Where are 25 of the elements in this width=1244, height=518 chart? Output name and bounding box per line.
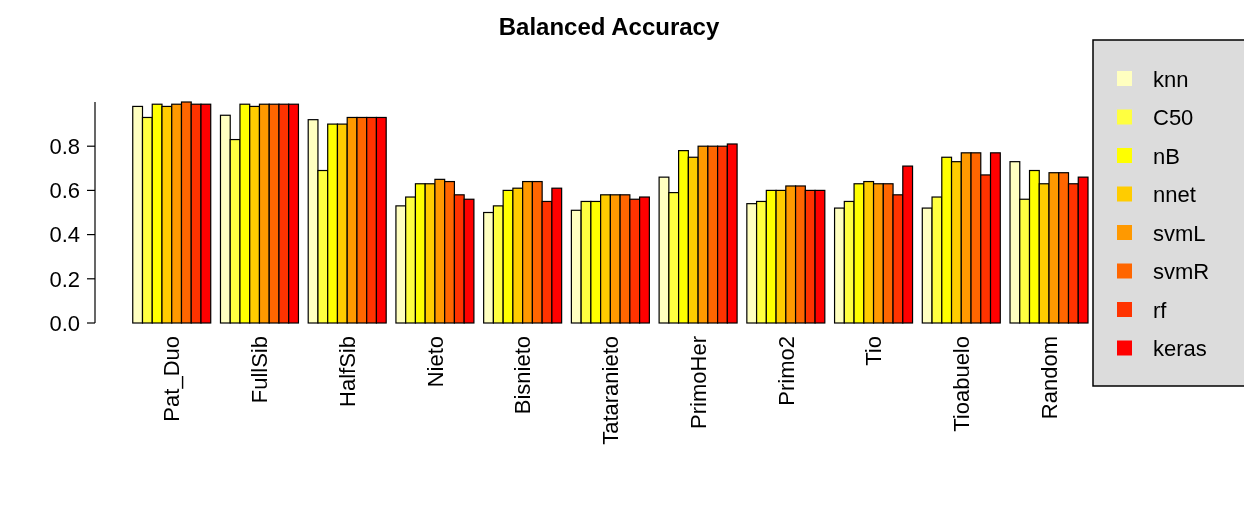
legend-label: rf <box>1153 297 1168 323</box>
x-tick-label: HalfSib <box>334 336 360 407</box>
y-tick-label: 0.0 <box>49 310 80 336</box>
chart-title: Balanced Accuracy <box>498 13 720 40</box>
x-tick-label: Tataranieto <box>598 336 624 445</box>
x-tick-label: Nieto <box>422 336 448 388</box>
x-tick-label: Bisnieto <box>510 336 536 415</box>
x-tick-label: Tio <box>861 336 887 366</box>
y-tick-label: 0.6 <box>49 178 80 204</box>
x-tick-label: FullSib <box>247 336 273 404</box>
x-tick-label: Random <box>1036 336 1062 420</box>
x-tick-label: Tioabuelo <box>948 336 974 432</box>
legend-label: nnet <box>1153 182 1196 208</box>
y-tick-label: 0.8 <box>49 133 80 159</box>
legend-label: svmL <box>1153 220 1206 246</box>
x-tick-label: PrimoHer <box>685 336 711 429</box>
x-tick-label: Primo2 <box>773 336 799 406</box>
y-tick-label: 0.2 <box>49 266 80 292</box>
x-tick-label: Pat_Duo <box>159 336 185 422</box>
legend-label: knn <box>1153 66 1189 92</box>
legend-label: nB <box>1153 143 1180 169</box>
y-tick-label: 0.4 <box>49 222 80 248</box>
legend-label: svmR <box>1153 259 1210 285</box>
legend-label: C50 <box>1153 105 1194 131</box>
legend-label: keras <box>1153 336 1207 362</box>
